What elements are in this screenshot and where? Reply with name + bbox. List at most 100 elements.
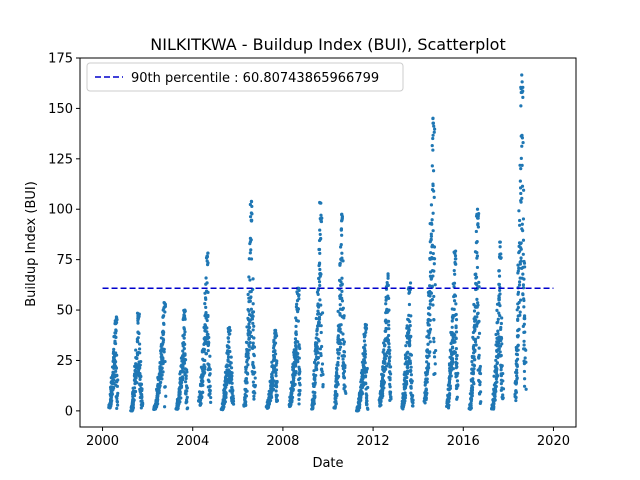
data-point — [432, 318, 436, 322]
data-point — [430, 222, 434, 226]
data-point — [471, 370, 476, 375]
data-point — [134, 348, 138, 352]
data-point — [432, 127, 437, 131]
data-point — [498, 304, 502, 308]
data-point — [406, 369, 410, 373]
data-point — [246, 356, 251, 360]
data-point — [137, 360, 141, 364]
data-point — [202, 363, 206, 367]
data-point — [156, 394, 160, 398]
data-point — [452, 307, 456, 311]
data-point — [472, 355, 476, 359]
data-point — [519, 191, 523, 196]
data-point — [319, 213, 323, 217]
data-point — [342, 369, 347, 373]
data-point — [208, 354, 212, 358]
data-point — [115, 399, 119, 403]
data-point — [452, 281, 457, 285]
data-point — [514, 382, 518, 386]
data-point — [385, 280, 389, 285]
data-point — [521, 95, 525, 99]
data-point — [315, 341, 319, 345]
data-point — [184, 376, 188, 381]
data-point — [430, 218, 434, 222]
data-point — [131, 397, 135, 401]
data-point — [478, 371, 483, 376]
data-point — [249, 257, 254, 261]
data-point — [403, 393, 408, 397]
data-point — [162, 321, 166, 325]
data-point — [498, 252, 502, 256]
data-point — [387, 333, 391, 338]
data-point — [454, 312, 458, 317]
data-point — [205, 254, 209, 258]
data-point — [429, 237, 433, 241]
data-point — [454, 330, 459, 334]
data-point — [429, 291, 433, 295]
data-point — [477, 331, 482, 335]
data-point — [294, 332, 298, 336]
data-point — [433, 372, 437, 376]
data-point — [472, 364, 477, 368]
data-point — [454, 346, 458, 351]
data-point — [407, 328, 411, 332]
data-point — [230, 385, 234, 389]
data-point — [228, 332, 232, 336]
data-point — [471, 377, 475, 381]
data-point — [272, 338, 276, 342]
data-point — [273, 341, 278, 345]
data-point — [318, 216, 322, 221]
data-point — [452, 268, 456, 273]
data-point — [207, 379, 211, 384]
data-point — [384, 321, 388, 325]
data-point — [274, 331, 278, 335]
data-point — [431, 182, 435, 186]
data-point — [231, 394, 235, 398]
data-point — [456, 371, 460, 375]
data-point — [366, 385, 370, 390]
data-point — [336, 363, 340, 367]
data-point — [294, 316, 298, 320]
data-point — [112, 347, 116, 351]
data-point — [297, 397, 301, 402]
data-point — [424, 380, 428, 384]
data-point — [404, 384, 408, 388]
y-tick-label: 125 — [48, 152, 73, 167]
data-point — [293, 337, 298, 341]
data-point — [244, 400, 248, 404]
data-point — [253, 376, 257, 380]
data-point — [178, 390, 182, 394]
data-point — [137, 347, 142, 351]
data-point — [203, 358, 207, 363]
data-point — [269, 392, 273, 396]
data-point — [340, 251, 344, 255]
data-point — [227, 345, 231, 350]
data-point — [230, 374, 234, 378]
data-point — [338, 345, 343, 349]
data-point — [498, 314, 502, 318]
data-point — [452, 250, 456, 254]
data-point — [363, 361, 367, 365]
data-point — [497, 282, 501, 286]
data-point — [363, 333, 367, 338]
data-point — [522, 314, 527, 318]
data-point — [136, 321, 140, 325]
data-point — [320, 367, 324, 371]
data-point — [469, 386, 474, 390]
data-point — [448, 377, 452, 381]
data-point — [162, 347, 166, 351]
data-point — [474, 275, 479, 279]
data-point — [469, 401, 473, 406]
data-point — [316, 305, 321, 309]
data-point — [383, 357, 388, 361]
data-point — [447, 380, 452, 385]
data-point — [472, 367, 476, 371]
data-point — [410, 404, 415, 408]
data-point — [521, 238, 526, 242]
data-point — [206, 348, 210, 353]
data-point — [521, 292, 525, 297]
data-point — [226, 336, 230, 340]
y-tick-label: 150 — [48, 102, 73, 117]
data-point — [157, 383, 162, 388]
data-point — [115, 403, 120, 407]
